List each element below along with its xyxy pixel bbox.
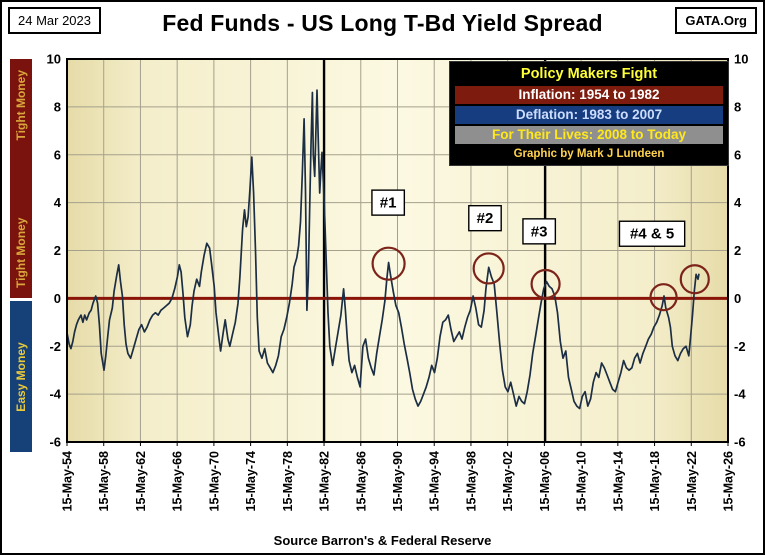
legend-credit-row: Graphic by Mark J Lundeen (513, 148, 665, 160)
annotation-label: #3 (531, 223, 548, 240)
x-tick-label: 15-May-26 (722, 451, 736, 511)
x-tick-label: 15-May-90 (391, 451, 405, 511)
y-tick-label-left: 2 (54, 243, 61, 258)
x-tick-label: 15-May-66 (171, 451, 185, 511)
x-tick-label: 15-May-58 (97, 451, 111, 511)
y-tick-label-right: 4 (734, 195, 742, 210)
y-tick-label-right: -6 (734, 435, 746, 450)
spread-series-line (66, 89, 700, 410)
x-tick-label: 15-May-14 (611, 451, 625, 511)
legend-inflation-row: Inflation: 1954 to 1982 (455, 86, 723, 104)
y-tick-label-left: 4 (54, 195, 62, 210)
annotation-box (371, 189, 406, 216)
legend-deflation-row: Deflation: 1983 to 2007 (455, 106, 723, 124)
x-tick-label: 15-May-02 (501, 451, 515, 511)
y-tick-label-left: 6 (54, 147, 61, 162)
x-tick-label: 15-May-62 (134, 451, 148, 511)
y-tick-label-right: 0 (734, 291, 741, 306)
y-tick-label-right: 10 (734, 52, 748, 67)
y-tick-label-left: -6 (49, 435, 61, 450)
annotation-box (522, 218, 557, 245)
x-tick-label: 15-May-10 (575, 451, 589, 511)
x-tick-label: 15-May-18 (648, 451, 662, 511)
spike-circle (472, 252, 505, 285)
x-tick-label: 15-May-86 (354, 451, 368, 511)
x-tick-label: 15-May-78 (281, 451, 295, 511)
x-tick-label: 15-May-06 (538, 451, 552, 511)
y-tick-label-left: 0 (54, 291, 61, 306)
y-tick-label-left: 8 (54, 99, 61, 114)
y-tick-label-left: -4 (49, 387, 61, 402)
source-note: Source Barron's & Federal Reserve (273, 533, 492, 548)
annotation-label: #1 (380, 195, 397, 212)
annotation-box (618, 220, 686, 247)
annotation-label: #4 & 5 (630, 226, 674, 243)
x-tick-label: 15-May-74 (244, 451, 258, 511)
date-badge: 24 Mar 2023 (8, 7, 101, 34)
legend-box: Policy Makers Fight Inflation: 1954 to 1… (449, 61, 729, 166)
spike-circle (679, 264, 710, 295)
x-tick-label: 15-May-98 (464, 451, 478, 511)
spike-circle (649, 283, 678, 312)
x-tick-label: 15-May-54 (61, 451, 75, 511)
spike-circle (371, 246, 406, 281)
y-tick-label-left: -2 (49, 339, 61, 354)
easy-money-strip: Easy Money (10, 301, 32, 452)
y-tick-label-left: 10 (47, 52, 61, 67)
legend-title: Policy Makers Fight (520, 66, 658, 82)
tight-money-strip: Tight Money Tight Money (10, 59, 32, 298)
x-tick-label: 15-May-22 (685, 451, 699, 511)
page-title: Fed Funds - US Long T-Bd Yield Spread (162, 10, 603, 36)
y-tick-label-right: 6 (734, 147, 741, 162)
x-tick-label: 15-May-82 (318, 451, 332, 511)
org-badge: GATA.Org (675, 7, 757, 34)
y-tick-label-right: 2 (734, 243, 741, 258)
x-tick-label: 15-May-94 (428, 451, 442, 511)
legend-fight-row: For Their Lives: 2008 to Today (455, 126, 723, 144)
annotation-box (468, 204, 502, 232)
x-tick-label: 15-May-70 (207, 451, 221, 511)
spike-circle (530, 268, 561, 300)
y-tick-label-right: -4 (734, 387, 746, 402)
annotation-label: #2 (477, 210, 494, 227)
y-tick-label-right: 8 (734, 99, 741, 114)
y-tick-label-right: -2 (734, 339, 746, 354)
